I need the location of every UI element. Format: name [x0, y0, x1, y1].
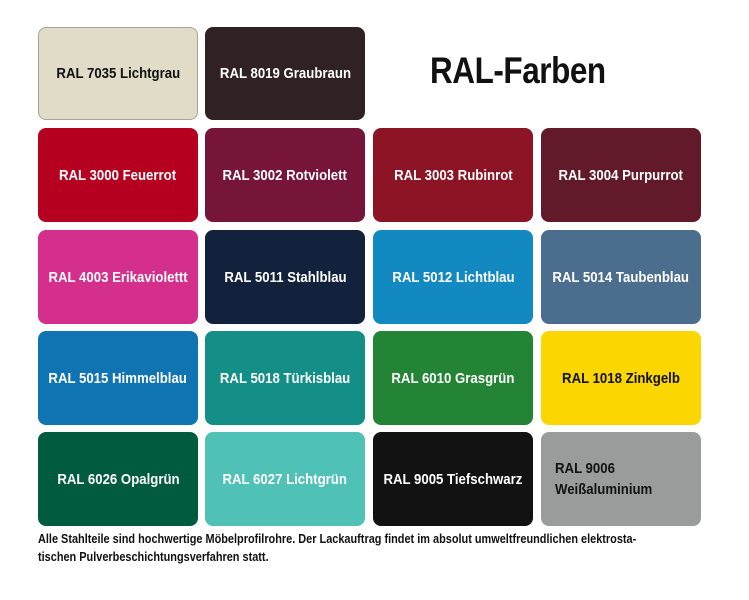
note-line-2: tischen Pulverbeschichtungsverfahren sta… — [38, 549, 269, 564]
swatch-label: RAL 3003 Rubinrot — [393, 166, 513, 184]
color-swatch: RAL 3003 Rubinrot — [373, 128, 533, 222]
swatch-label: RAL 8019 Graubraun — [219, 65, 351, 82]
swatch-label: RAL 3004 Purpurrot — [558, 166, 684, 184]
color-swatch: RAL 1018 Zinkgelb — [541, 331, 701, 425]
color-swatch: RAL 9005 Tiefschwarz — [373, 432, 533, 526]
color-swatch: RAL 9006 Weißaluminium — [541, 432, 701, 526]
swatch-label: RAL 7035 Lichtgrau — [56, 65, 180, 82]
color-swatch: RAL 5018 Türkisblau — [205, 331, 365, 425]
color-swatch: RAL 5012 Lichtblau — [373, 230, 533, 324]
swatch-label: RAL 5012 Lichtblau — [391, 268, 515, 286]
swatch-label: RAL 9005 Tiefschwarz — [383, 470, 523, 488]
color-swatch: RAL 7035 Lichtgrau — [38, 27, 198, 120]
swatch-label: RAL 9006 Weißaluminium — [555, 460, 653, 498]
color-swatch: RAL 3002 Rotviolett — [205, 128, 365, 222]
color-swatch: RAL 5011 Stahlblau — [205, 230, 365, 324]
color-swatch: RAL 3004 Purpurrot — [541, 128, 701, 222]
color-swatch: RAL 6026 Opalgrün — [38, 432, 198, 526]
swatch-label: RAL 5015 Himmelblau — [48, 369, 188, 387]
color-swatch: RAL 5014 Taubenblau — [541, 230, 701, 324]
color-swatch: RAL 3000 Feuerrot — [38, 128, 198, 222]
swatch-label: RAL 6027 Lichtgrün — [222, 470, 348, 488]
swatch-label: RAL 6026 Opalgrün — [56, 470, 180, 488]
color-swatch: RAL 6027 Lichtgrün — [205, 432, 365, 526]
swatch-label: RAL 3002 Rotviolett — [222, 166, 348, 184]
swatch-label: RAL 6010 Grasgrün — [391, 369, 515, 387]
note-line-1: Alle Stahlteile sind hochwertige Möbelpr… — [38, 531, 637, 546]
swatch-label: RAL 5018 Türkisblau — [219, 369, 351, 387]
swatch-label: RAL 5011 Stahlblau — [223, 268, 347, 286]
color-swatch: RAL 5015 Himmelblau — [38, 331, 198, 425]
swatch-label: RAL 5014 Taubenblau — [552, 268, 690, 286]
swatch-label: RAL 3000 Feuerrot — [59, 166, 177, 184]
color-swatch: RAL 6010 Grasgrün — [373, 331, 533, 425]
swatch-label: RAL 4003 Erikaviolettt — [48, 268, 188, 286]
description-note: Alle Stahlteile sind hochwertige Möbelpr… — [38, 530, 676, 566]
swatch-label: RAL 1018 Zinkgelb — [562, 369, 680, 387]
color-swatch: RAL 8019 Graubraun — [205, 27, 365, 120]
color-swatch: RAL 4003 Erikaviolettt — [38, 230, 198, 324]
page-title: RAL-Farben — [430, 50, 606, 91]
